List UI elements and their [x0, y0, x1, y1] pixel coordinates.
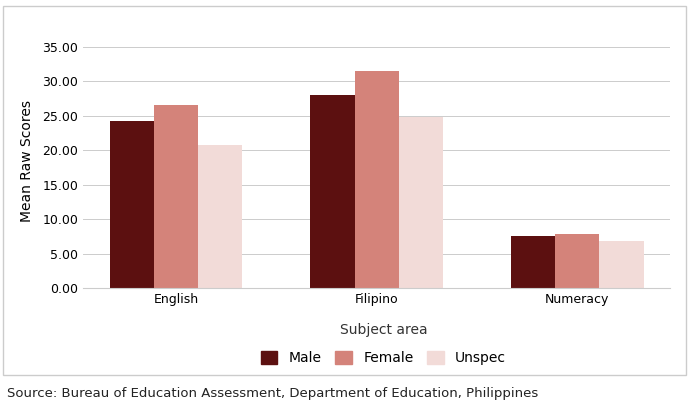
Bar [354, 71, 399, 288]
Y-axis label: Mean Raw Scores: Mean Raw Scores [20, 100, 34, 222]
Bar [198, 145, 242, 288]
Bar [110, 121, 154, 288]
Text: Subject area: Subject area [340, 323, 427, 337]
Legend: Male, Female, Unspec: Male, Female, Unspec [258, 349, 509, 368]
Bar [399, 117, 443, 288]
Bar [511, 236, 556, 288]
Text: Source: Bureau of Education Assessment, Department of Education, Philippines: Source: Bureau of Education Assessment, … [7, 387, 538, 400]
Bar [556, 234, 599, 288]
Bar [310, 95, 354, 288]
Bar [599, 241, 643, 288]
Bar [154, 105, 198, 288]
